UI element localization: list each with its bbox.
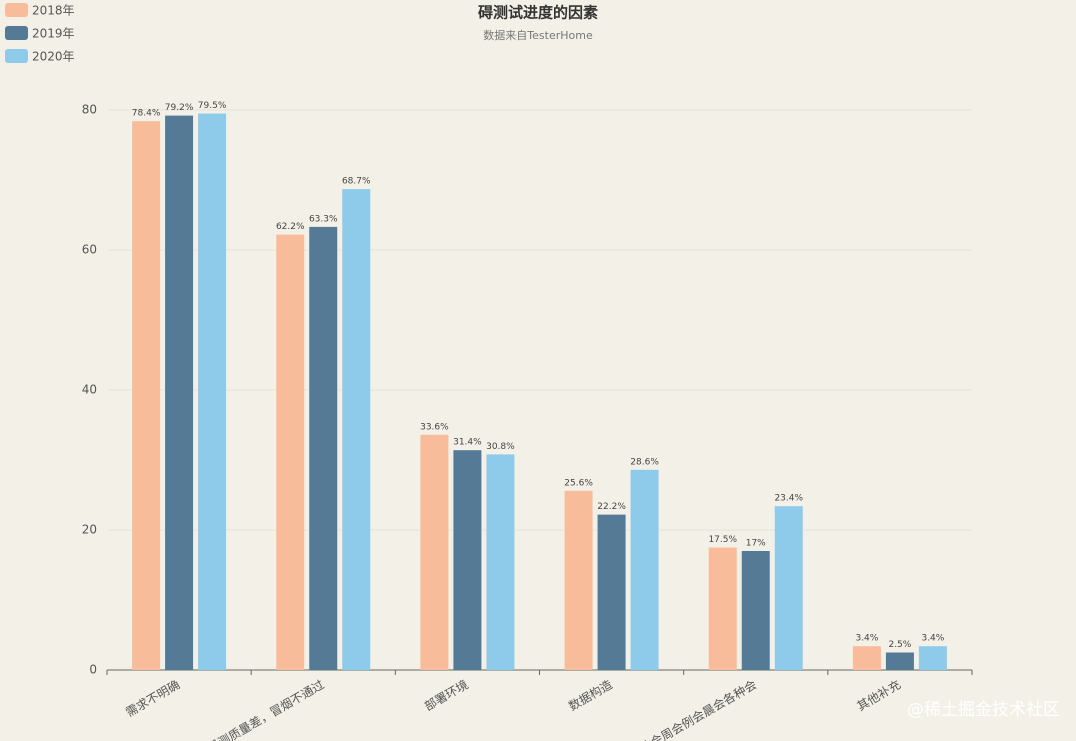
value-label: 22.2% [597, 502, 626, 512]
y-tick-label: 40 [82, 383, 97, 397]
legend-label: 2019年 [32, 27, 75, 41]
value-label: 17% [746, 539, 766, 549]
bar [564, 490, 593, 670]
y-tick-label: 80 [82, 103, 97, 117]
bar [453, 450, 482, 670]
bar [132, 121, 161, 670]
bar [852, 646, 881, 670]
bar [741, 551, 770, 670]
bar [885, 652, 914, 670]
chart-subtitle: 数据来自TesterHome [483, 28, 593, 42]
bar [342, 189, 371, 670]
legend-label: 2018年 [32, 4, 75, 18]
bar [597, 514, 626, 670]
value-label: 63.3% [309, 214, 338, 224]
bar [918, 646, 947, 670]
bar [486, 454, 515, 670]
y-tick-label: 0 [89, 663, 97, 677]
value-label: 79.5% [198, 101, 227, 111]
legend-label: 2020年 [32, 50, 75, 64]
bar [198, 113, 227, 670]
legend-swatch [5, 26, 28, 40]
value-label: 31.4% [453, 438, 482, 448]
bar [309, 226, 338, 670]
value-label: 25.6% [564, 478, 593, 488]
value-label: 2.5% [888, 640, 911, 650]
bar [420, 434, 449, 670]
legend-swatch [5, 3, 28, 17]
value-label: 33.6% [420, 422, 449, 432]
value-label: 78.4% [132, 109, 161, 119]
bar [774, 506, 803, 670]
y-tick-label: 60 [82, 243, 97, 257]
watermark: @稀土掘金技术社区 [907, 700, 1060, 720]
value-label: 28.6% [630, 457, 659, 467]
legend-swatch [5, 49, 28, 63]
value-label: 3.4% [855, 634, 878, 644]
bar [276, 234, 305, 670]
bar [708, 547, 737, 670]
value-label: 30.8% [486, 442, 515, 452]
value-label: 79.2% [165, 103, 194, 113]
y-tick-label: 20 [82, 523, 97, 537]
chart-title: 碍测试进度的因素 [478, 4, 598, 22]
value-label: 3.4% [921, 634, 944, 644]
value-label: 62.2% [276, 222, 305, 232]
value-label: 17.5% [708, 535, 737, 545]
value-label: 23.4% [774, 494, 803, 504]
value-label: 68.7% [342, 177, 371, 187]
bar [165, 115, 194, 671]
bar [630, 469, 659, 670]
